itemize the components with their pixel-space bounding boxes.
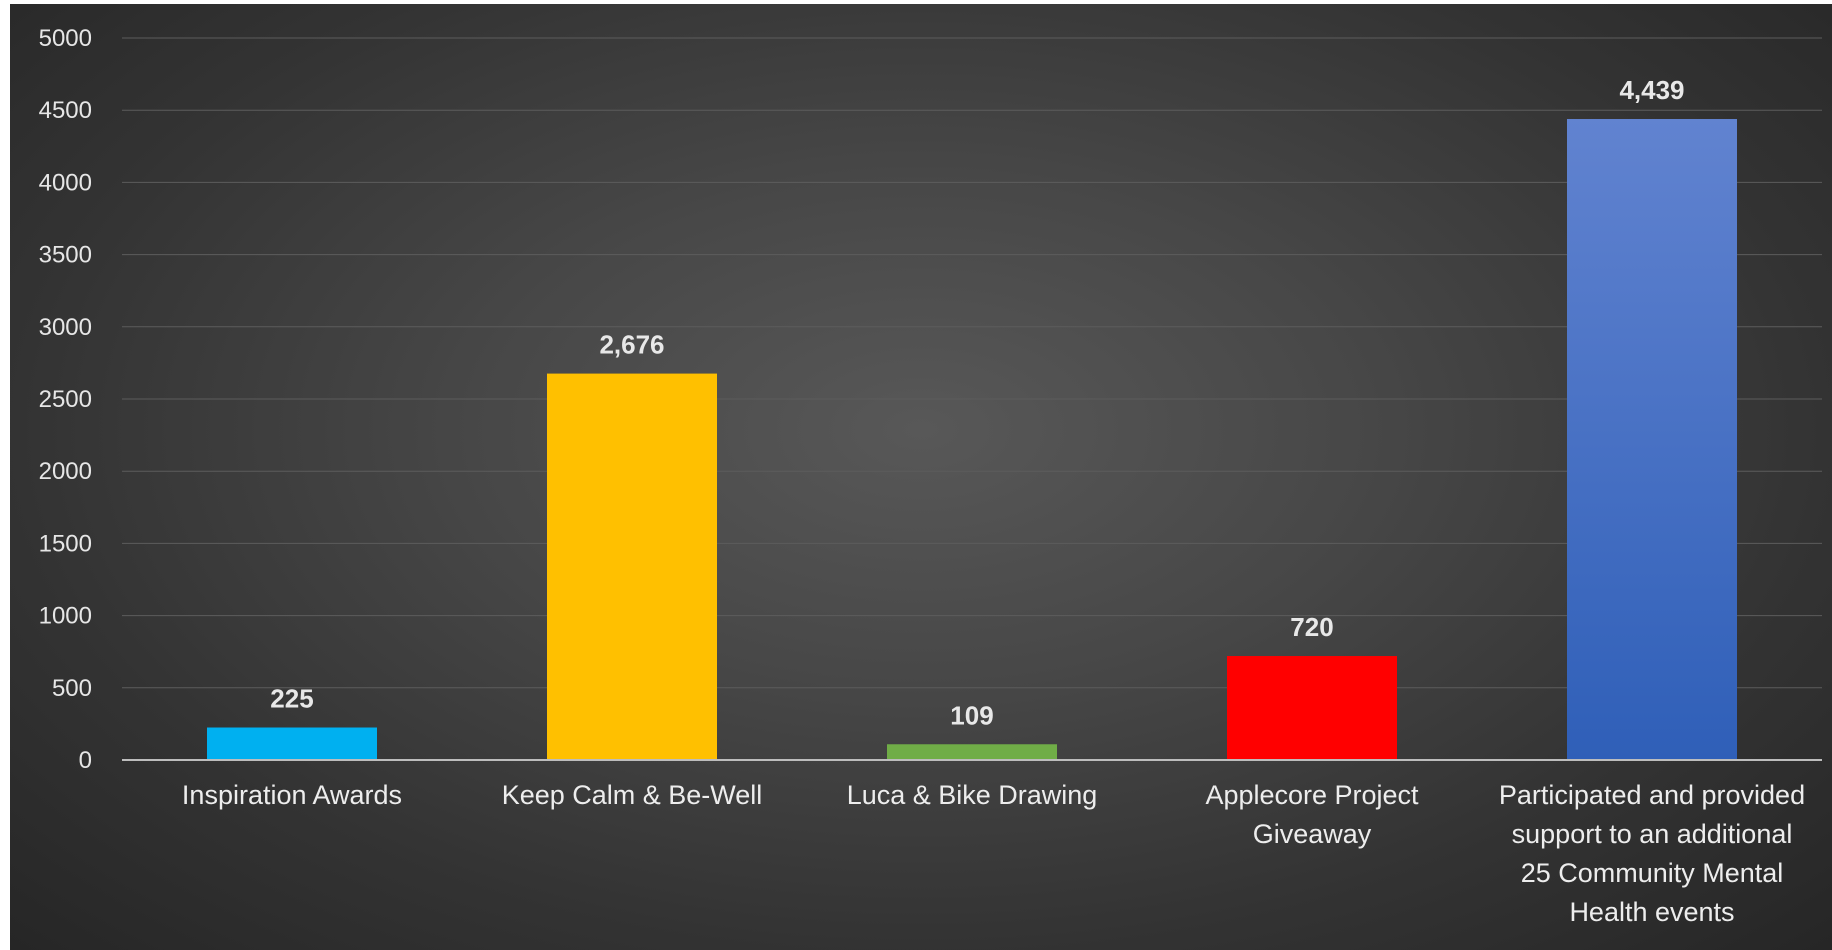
category-label-line: Keep Calm & Be-Well [502, 780, 763, 810]
bars [207, 119, 1737, 760]
category-label-line: Giveaway [1253, 819, 1372, 849]
y-tick-label: 0 [79, 747, 92, 774]
category-label-line: Luca & Bike Drawing [847, 780, 1098, 810]
category-label-line: support to an additional [1512, 819, 1793, 849]
y-tick-label: 2000 [39, 458, 92, 485]
data-label-2: 2,676 [599, 330, 664, 360]
bar-1 [207, 727, 377, 760]
bar-5 [1567, 119, 1737, 760]
gridlines [122, 37, 1822, 689]
data-label-1: 225 [270, 684, 313, 714]
category-label-5: Participated and provided support to an a… [1499, 780, 1805, 927]
y-tick-label: 4500 [39, 97, 92, 124]
y-tick-label: 2500 [39, 386, 92, 413]
y-tick-label: 4000 [39, 169, 92, 196]
category-label-2: Keep Calm & Be-Well [502, 780, 763, 810]
y-tick-label: 1000 [39, 603, 92, 630]
category-label-3: Luca & Bike Drawing [847, 780, 1098, 810]
category-label-4: Applecore Project Giveaway [1205, 780, 1419, 849]
data-label-3: 109 [950, 700, 993, 730]
category-label-line: Participated and provided [1499, 780, 1805, 810]
y-tick-label: 500 [52, 675, 92, 702]
y-tick-label: 3500 [39, 242, 92, 269]
data-labels: 225 2,676 109 720 4,439 [270, 75, 1684, 730]
data-label-4: 720 [1290, 612, 1333, 642]
bar-chart: 0 500 1000 1500 2000 2500 3000 3500 4000 4500 5000… [39, 25, 1822, 927]
category-label-line: Applecore Project [1205, 780, 1419, 810]
category-label-line: Inspiration Awards [182, 780, 402, 810]
category-label-line: Health events [1569, 897, 1734, 927]
y-axis-ticks: 0 500 1000 1500 2000 2500 3000 3500 4000 4500 5000 [39, 25, 92, 774]
y-tick-label: 1500 [39, 530, 92, 557]
category-labels: Inspiration Awards Keep Calm & Be-Well Luc… [182, 780, 1805, 927]
category-label-1: Inspiration Awards [182, 780, 402, 810]
data-label-5: 4,439 [1619, 75, 1684, 105]
y-tick-label: 3000 [39, 314, 92, 341]
bar-2 [547, 373, 717, 760]
bar-3 [887, 744, 1057, 760]
y-tick-label: 5000 [39, 25, 92, 52]
bar-4 [1227, 656, 1397, 760]
category-label-line: 25 Community Mental [1521, 858, 1784, 888]
chart-frame: 0 500 1000 1500 2000 2500 3000 3500 4000 4500 5000… [10, 4, 1832, 950]
